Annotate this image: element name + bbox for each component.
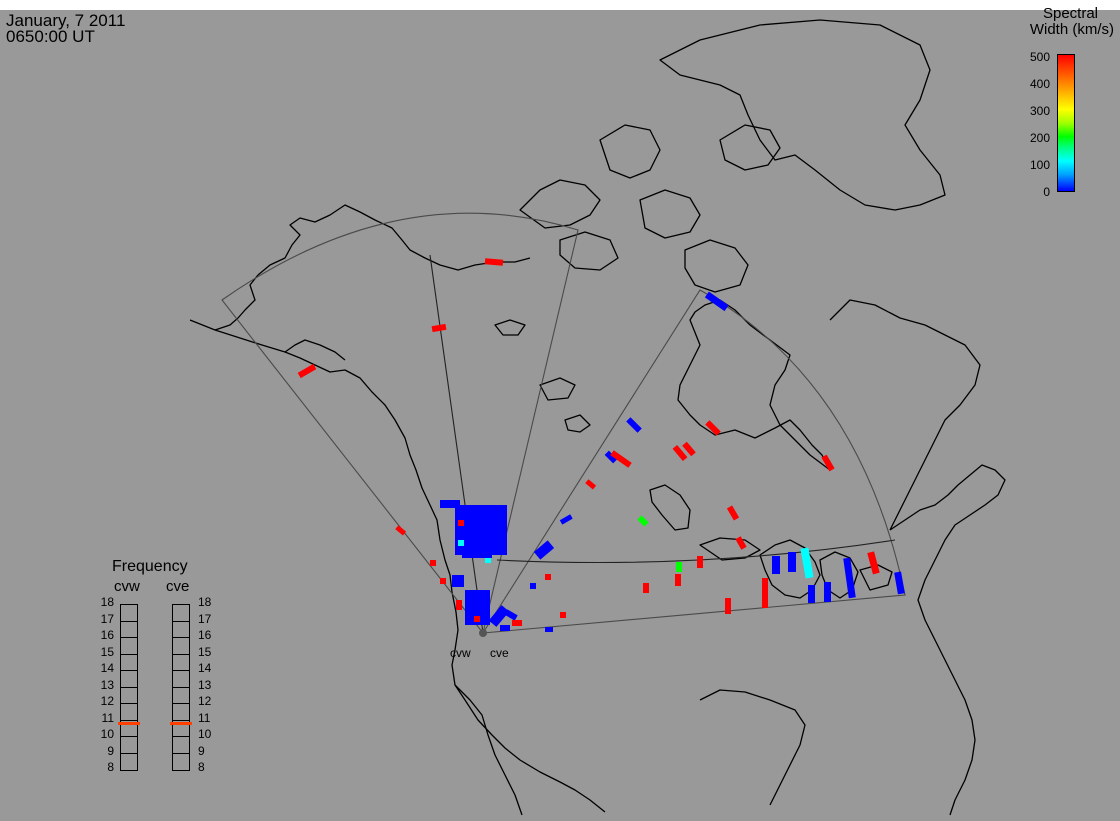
colorbar-tick-label: 500 bbox=[1029, 50, 1050, 64]
map-plot: January, 7 2011 0650:00 UT Spectral Widt… bbox=[0, 6, 1120, 821]
freq-scale-label-left: 12 bbox=[100, 694, 114, 708]
freq-scale-label-left: 10 bbox=[100, 727, 114, 741]
freq-scale-label-right: 13 bbox=[198, 677, 212, 692]
freq-scale-label-left: 16 bbox=[100, 628, 114, 642]
date-label: January, 7 2011 bbox=[6, 11, 126, 30]
freq-scale-label-left: 18 bbox=[100, 595, 114, 609]
freq-scale-label-left: 17 bbox=[100, 611, 114, 626]
radar-label-cvw: cvw bbox=[450, 646, 471, 660]
freq-radar-label-cve: cve bbox=[166, 578, 190, 595]
freq-scale-label-right: 9 bbox=[198, 743, 205, 758]
scatter-cvw bbox=[297, 258, 507, 625]
freq-marker-cvw bbox=[118, 721, 140, 725]
colorbar-tick-label: 100 bbox=[1029, 158, 1050, 172]
freq-scale-label-left: 15 bbox=[100, 644, 114, 659]
freq-scale-label-left: 9 bbox=[107, 743, 114, 758]
freq-scale-label-right: 8 bbox=[198, 760, 205, 774]
map-canvas bbox=[189, 19, 1006, 816]
freq-marker-cve bbox=[170, 721, 192, 725]
frequency-title: Frequency bbox=[112, 558, 188, 575]
freq-gridline bbox=[120, 637, 138, 638]
freq-gridline bbox=[120, 686, 138, 688]
freq-gridline bbox=[172, 620, 190, 622]
coastline bbox=[189, 19, 1006, 816]
colorbar-tick-label: 200 bbox=[1029, 131, 1050, 145]
freq-gridline bbox=[120, 670, 138, 671]
time-label: 0650:00 UT bbox=[6, 27, 95, 46]
freq-gridline bbox=[172, 637, 190, 638]
freq-gridline bbox=[120, 752, 138, 754]
freq-gridline bbox=[172, 752, 190, 754]
freq-gridline bbox=[120, 719, 138, 721]
freq-scale-label-right: 12 bbox=[198, 694, 212, 708]
freq-scale-label-right: 14 bbox=[198, 661, 212, 675]
freq-scale-label-left: 13 bbox=[100, 677, 114, 692]
freq-gridline bbox=[120, 736, 138, 737]
freq-gridline bbox=[120, 653, 138, 655]
freq-radar-label-cvw: cvw bbox=[114, 578, 140, 595]
freq-gridline bbox=[172, 653, 190, 655]
colorbar-tick-label: 300 bbox=[1029, 104, 1050, 118]
fov-cve bbox=[482, 289, 906, 634]
freq-gridline bbox=[120, 620, 138, 622]
colorbar-tick-label: 0 bbox=[1043, 185, 1050, 199]
freq-scale-label-left: 8 bbox=[107, 760, 114, 774]
radar-label-cve: cve bbox=[490, 646, 509, 660]
freq-scale-label-left: 11 bbox=[101, 710, 114, 725]
freq-box-cve bbox=[172, 604, 190, 771]
radar-sites bbox=[479, 629, 487, 637]
freq-scale-label-right: 17 bbox=[198, 611, 212, 626]
freq-scale-label-right: 16 bbox=[198, 628, 212, 642]
colorbar-tick-label: 400 bbox=[1029, 77, 1050, 91]
freq-scale-label-left: 14 bbox=[100, 661, 114, 675]
freq-gridline bbox=[172, 670, 190, 671]
freq-gridline bbox=[172, 736, 190, 737]
freq-box-cvw bbox=[120, 604, 138, 771]
freq-scale-label-right: 10 bbox=[198, 727, 212, 741]
freq-gridline bbox=[120, 703, 138, 704]
freq-scale-label-right: 11 bbox=[198, 710, 211, 725]
freq-gridline bbox=[172, 703, 190, 704]
freq-scale-label-right: 15 bbox=[198, 644, 212, 659]
freq-gridline bbox=[172, 686, 190, 688]
scatter-cve bbox=[488, 291, 905, 632]
colorbar-scale bbox=[1057, 54, 1075, 192]
freq-scale-label-right: 18 bbox=[198, 595, 212, 609]
freq-gridline bbox=[172, 719, 190, 721]
colorbar-title-line1: Spectral bbox=[1042, 5, 1098, 22]
fov-cvw bbox=[221, 212, 579, 634]
colorbar-title-line2: Width (km/s) bbox=[1029, 21, 1114, 38]
